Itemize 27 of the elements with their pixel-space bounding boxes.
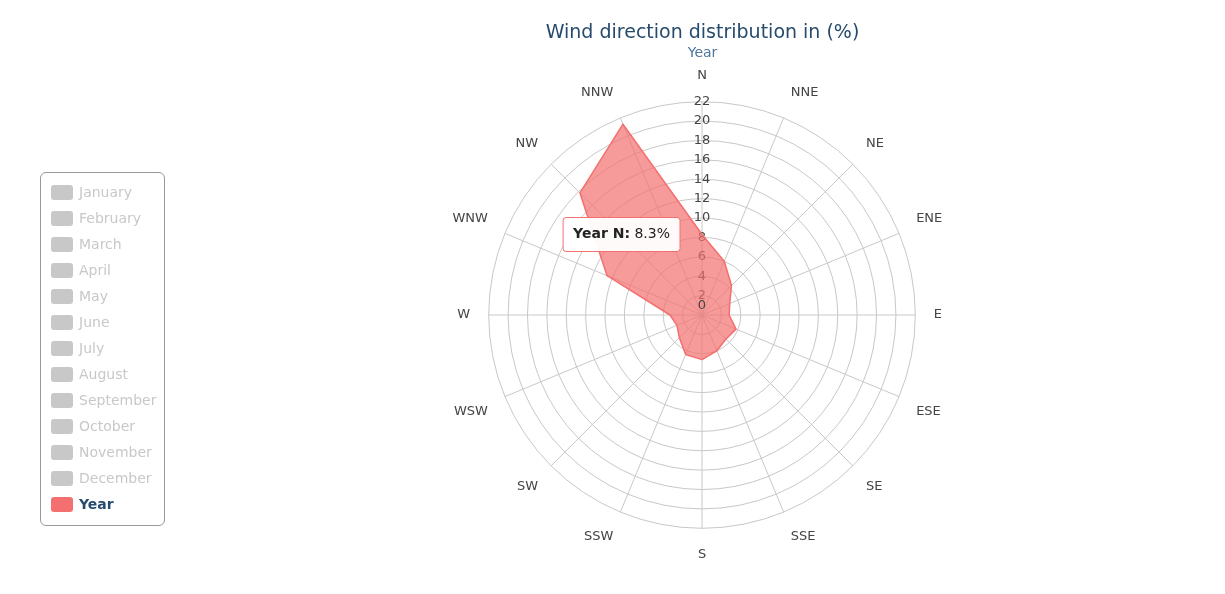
- text: Year N: 8.3%: [573, 225, 671, 242]
- y-tick-label: 18: [693, 131, 711, 147]
- spoke-label: NW: [515, 134, 539, 150]
- spoke-label: SSW: [583, 528, 614, 544]
- y-tick-label: 20: [693, 112, 711, 128]
- y-tick-label: 10: [693, 209, 711, 225]
- spoke-label: WNW: [452, 209, 488, 225]
- spoke-label: S: [697, 545, 707, 561]
- y-tick-label: 12: [693, 190, 711, 206]
- spoke-label: E: [933, 306, 943, 322]
- spoke-label: NNW: [580, 84, 614, 100]
- spoke-label: NE: [865, 134, 884, 150]
- spoke-label: W: [457, 306, 471, 322]
- spoke-label: SE: [865, 478, 883, 494]
- spoke-label: SW: [516, 478, 539, 494]
- spoke-label: WSW: [453, 402, 488, 418]
- y-tick-label: 16: [693, 151, 711, 167]
- spoke-label: SSE: [790, 528, 816, 544]
- chart-subtitle: Year: [686, 43, 718, 60]
- spoke-label: N: [697, 66, 707, 82]
- spoke-label: ESE: [916, 402, 941, 418]
- y-tick-label: 22: [693, 93, 711, 109]
- chart-title: Wind direction distribution in (%): [545, 20, 860, 43]
- y-tick-label: 14: [693, 170, 711, 186]
- spoke-label: ENE: [916, 209, 943, 225]
- legend-label: Year: [79, 496, 114, 512]
- spoke-label: NNE: [790, 84, 819, 100]
